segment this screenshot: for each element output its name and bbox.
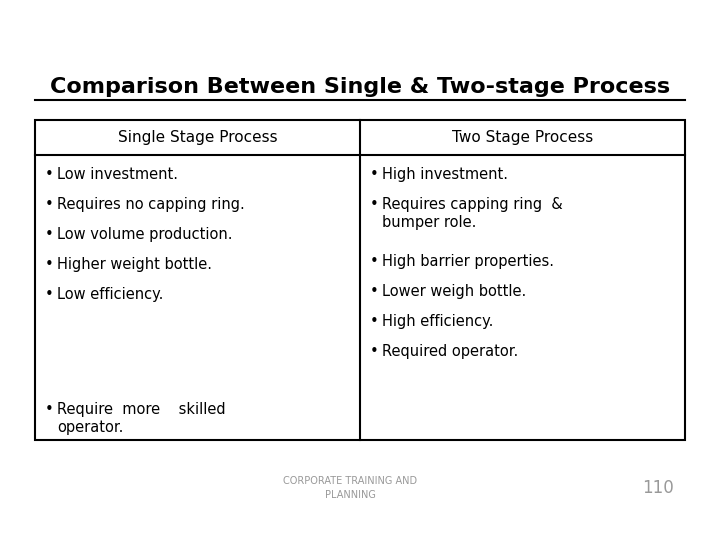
Text: •: •	[45, 402, 54, 417]
Text: •: •	[370, 284, 379, 299]
Text: 110: 110	[642, 479, 674, 497]
Text: Comparison Between Single & Two-stage Process: Comparison Between Single & Two-stage Pr…	[50, 77, 670, 97]
Bar	[35, 120, 685, 440]
Text: Low investment.: Low investment.	[57, 167, 178, 182]
Text: Single Stage Process: Single Stage Process	[117, 130, 277, 145]
Text: Two Stage Process: Two Stage Process	[452, 130, 593, 145]
Text: High investment.: High investment.	[382, 167, 508, 182]
Text: High efficiency.: High efficiency.	[382, 314, 493, 329]
Text: Requires capping ring  &
bumper role.: Requires capping ring & bumper role.	[382, 197, 563, 230]
Text: Higher weight bottle.: Higher weight bottle.	[57, 257, 212, 272]
Text: •: •	[45, 287, 54, 302]
Text: •: •	[370, 254, 379, 269]
Text: Low efficiency.: Low efficiency.	[57, 287, 163, 302]
Text: •: •	[45, 227, 54, 242]
Text: Low volume production.: Low volume production.	[57, 227, 233, 242]
Text: •: •	[45, 167, 54, 182]
Text: High barrier properties.: High barrier properties.	[382, 254, 554, 269]
Text: •: •	[370, 167, 379, 182]
Text: Require  more    skilled
operator.: Require more skilled operator.	[57, 402, 225, 435]
Text: •: •	[45, 197, 54, 212]
Text: •: •	[370, 314, 379, 329]
Text: Lower weigh bottle.: Lower weigh bottle.	[382, 284, 526, 299]
Text: •: •	[45, 257, 54, 272]
Text: CORPORATE TRAINING AND
PLANNING: CORPORATE TRAINING AND PLANNING	[283, 476, 417, 500]
Text: •: •	[370, 197, 379, 212]
Text: Required operator.: Required operator.	[382, 344, 518, 359]
Text: Requires no capping ring.: Requires no capping ring.	[57, 197, 245, 212]
Text: •: •	[370, 344, 379, 359]
